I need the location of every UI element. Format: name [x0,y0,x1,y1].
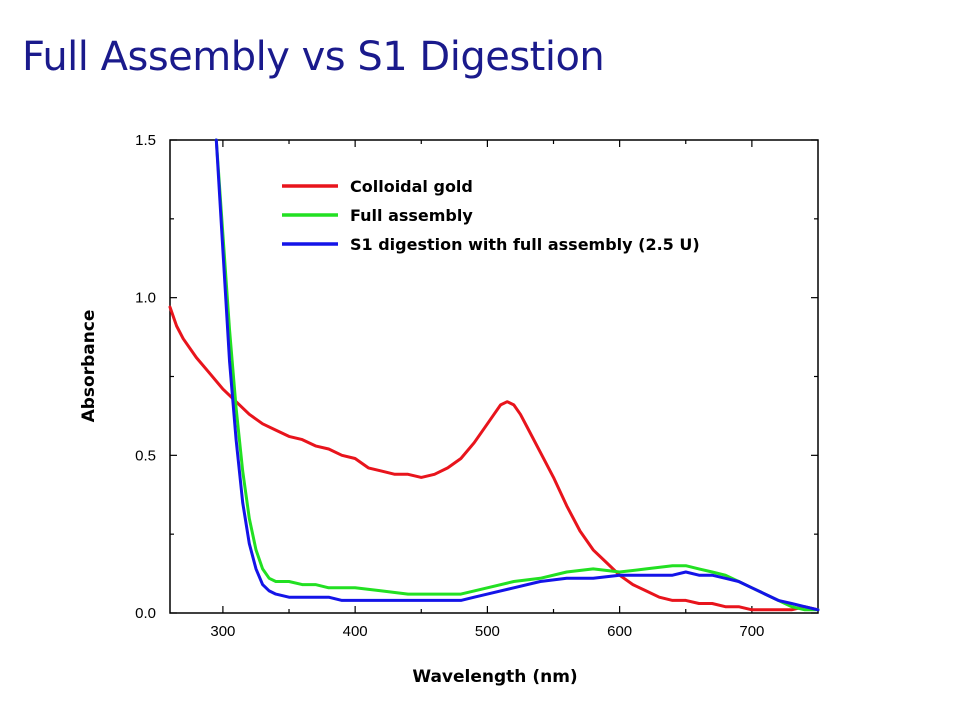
x-tick-label: 600 [607,623,632,640]
x-tick-label: 700 [739,623,764,640]
axis-ticks [170,139,818,614]
y-tick-label: 0.5 [135,447,156,464]
series-line-2 [214,138,820,612]
series-lines [168,138,820,612]
plot-area-border [169,139,819,614]
y-tick-label: 1.0 [135,290,156,307]
legend-label: Full assembly [350,206,473,225]
y-tick-label: 0.0 [135,605,156,622]
x-axis-title: Wavelength (nm) [412,667,577,687]
legend-label: Colloidal gold [350,177,473,196]
x-tick-label: 500 [475,623,500,640]
x-tick-label: 300 [210,623,235,640]
legend-label: S1 digestion with full assembly (2.5 U) [350,235,700,254]
y-tick-label: 1.5 [135,132,156,149]
page-title: Full Assembly vs S1 Digestion [22,34,605,80]
tick-labels: 300 400 500 600 700 0.0 0.5 1.0 1.5 [135,132,764,640]
plot-frame [169,139,819,614]
legend: Colloidal gold Full assembly S1 digestion … [282,177,700,254]
y-axis-title: Absorbance [79,310,99,423]
series-line-1 [168,305,820,612]
series-line-3 [214,138,820,612]
x-tick-label: 400 [343,623,368,640]
